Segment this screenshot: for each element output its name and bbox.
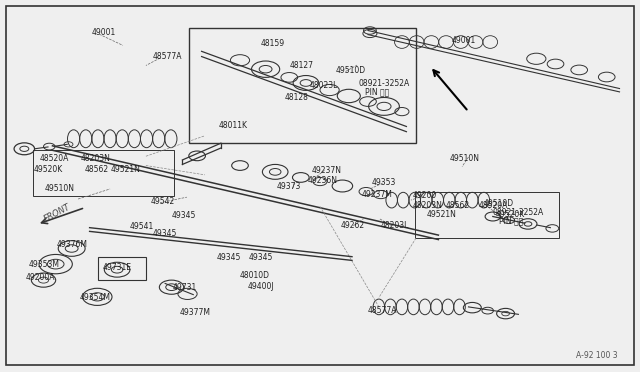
Bar [189,28,416,143]
Text: 48203L: 48203L [381,221,409,230]
Text: PIN ピン: PIN ピン [365,87,389,96]
Text: 48127: 48127 [290,61,314,70]
Text: 49345: 49345 [216,253,241,262]
Text: 49262: 49262 [340,221,365,230]
Text: FRONT: FRONT [43,202,72,224]
Text: 49345: 49345 [248,253,273,262]
Text: 49236N: 49236N [308,176,338,185]
Text: 49353M: 49353M [28,260,59,269]
Text: 49200: 49200 [412,191,436,200]
Bar [33,150,174,196]
Text: 49354M: 49354M [80,293,111,302]
Text: 49001: 49001 [451,36,476,45]
Text: 49376M: 49376M [56,240,87,249]
Text: 48203N: 48203N [81,154,111,163]
Text: 48023L: 48023L [310,81,338,90]
Text: 48203N: 48203N [413,201,443,210]
Text: 48128: 48128 [284,93,308,102]
Text: PIN ピン: PIN ピン [499,216,523,225]
Bar [415,192,559,238]
Text: 49400J: 49400J [248,282,275,291]
Text: 49345: 49345 [152,229,177,238]
Text: 49373: 49373 [276,182,301,190]
Bar [98,257,146,280]
Text: 48010D: 48010D [240,271,270,280]
Text: 49510D: 49510D [335,66,365,75]
Text: 49200A: 49200A [26,273,55,282]
Text: 48562: 48562 [85,165,109,174]
Text: 49377M: 49377M [179,308,210,317]
Text: 08921-3252A: 08921-3252A [358,79,410,88]
Text: 48577A: 48577A [152,52,182,61]
Text: 49345: 49345 [172,211,196,219]
Text: 49237M: 49237M [362,190,392,199]
Text: 49353: 49353 [371,178,396,187]
Text: 48159: 48159 [261,39,285,48]
Text: 49510N: 49510N [45,185,75,193]
Text: 49731: 49731 [173,283,197,292]
Text: 49521N: 49521N [111,165,141,174]
Text: 49521N: 49521N [426,210,456,219]
Text: 48520A: 48520A [479,201,508,210]
Text: 48562: 48562 [446,201,470,210]
Text: 48577A: 48577A [367,306,397,315]
Text: 49731E: 49731E [102,263,131,272]
Text: 49510N: 49510N [450,154,480,163]
Text: 49541: 49541 [130,222,154,231]
Text: 49510D: 49510D [483,199,513,208]
Text: A-92 100 3: A-92 100 3 [576,351,618,360]
Text: 48520A: 48520A [40,154,69,163]
Text: 49001: 49001 [92,28,116,37]
Text: 49542: 49542 [150,197,175,206]
Text: 49237N: 49237N [312,166,342,175]
Text: 48011K: 48011K [219,121,248,130]
Text: 49520K: 49520K [34,165,63,174]
Text: 08921-3252A: 08921-3252A [492,208,543,217]
Text: 49520K: 49520K [496,210,525,219]
